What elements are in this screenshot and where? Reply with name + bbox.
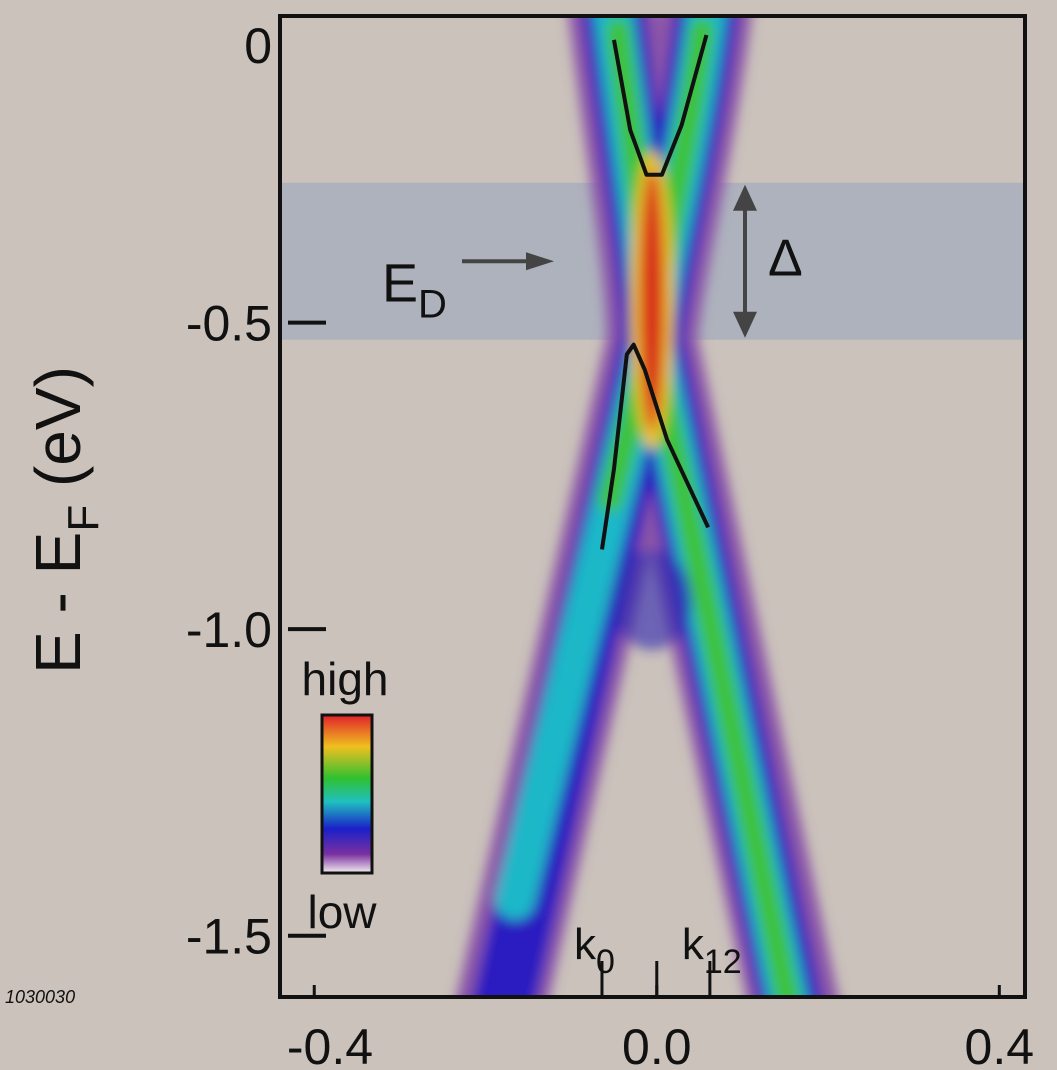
figure-id: 1030030 — [5, 987, 75, 1007]
chart: ΔED0-0.5-1.0-1.5-0.40.00.4k0k12 E - EF (… — [0, 0, 1057, 1070]
x-tick-label: 0.0 — [622, 1019, 692, 1070]
k-label-main: k — [574, 920, 597, 969]
k-label-sub: 0 — [596, 943, 615, 981]
y-tick-label: -1.0 — [186, 602, 272, 658]
colorbar — [322, 715, 372, 873]
colorbar-low: low — [307, 886, 377, 938]
dirac-label-main: E — [382, 253, 418, 313]
y-label-space — [22, 487, 94, 505]
k-label: k0 — [574, 920, 615, 981]
y-tick-label: 0 — [244, 18, 272, 74]
dirac-label-sub: D — [418, 282, 447, 326]
intensity-gap — [612, 550, 692, 650]
k-label-sub: 12 — [704, 943, 742, 981]
colorbar-high: high — [302, 653, 389, 705]
y-label-unit: (eV) — [22, 366, 94, 487]
page: ΔED0-0.5-1.0-1.5-0.40.00.4k0k12 E - EF (… — [0, 0, 1057, 1070]
x-tick-label: 0.4 — [965, 1019, 1035, 1070]
k-label-main: k — [682, 920, 705, 969]
x-tick-label: -0.4 — [287, 1019, 373, 1070]
gap-label: Δ — [768, 229, 803, 287]
y-tick-label: -1.5 — [186, 909, 272, 965]
intensity-map — [500, 0, 795, 1010]
y-label-main: E - E — [22, 532, 94, 674]
y-axis-label: E - EF (eV) — [22, 366, 108, 674]
y-tick-label: -0.5 — [186, 296, 272, 352]
y-label-sub: F — [59, 505, 108, 532]
